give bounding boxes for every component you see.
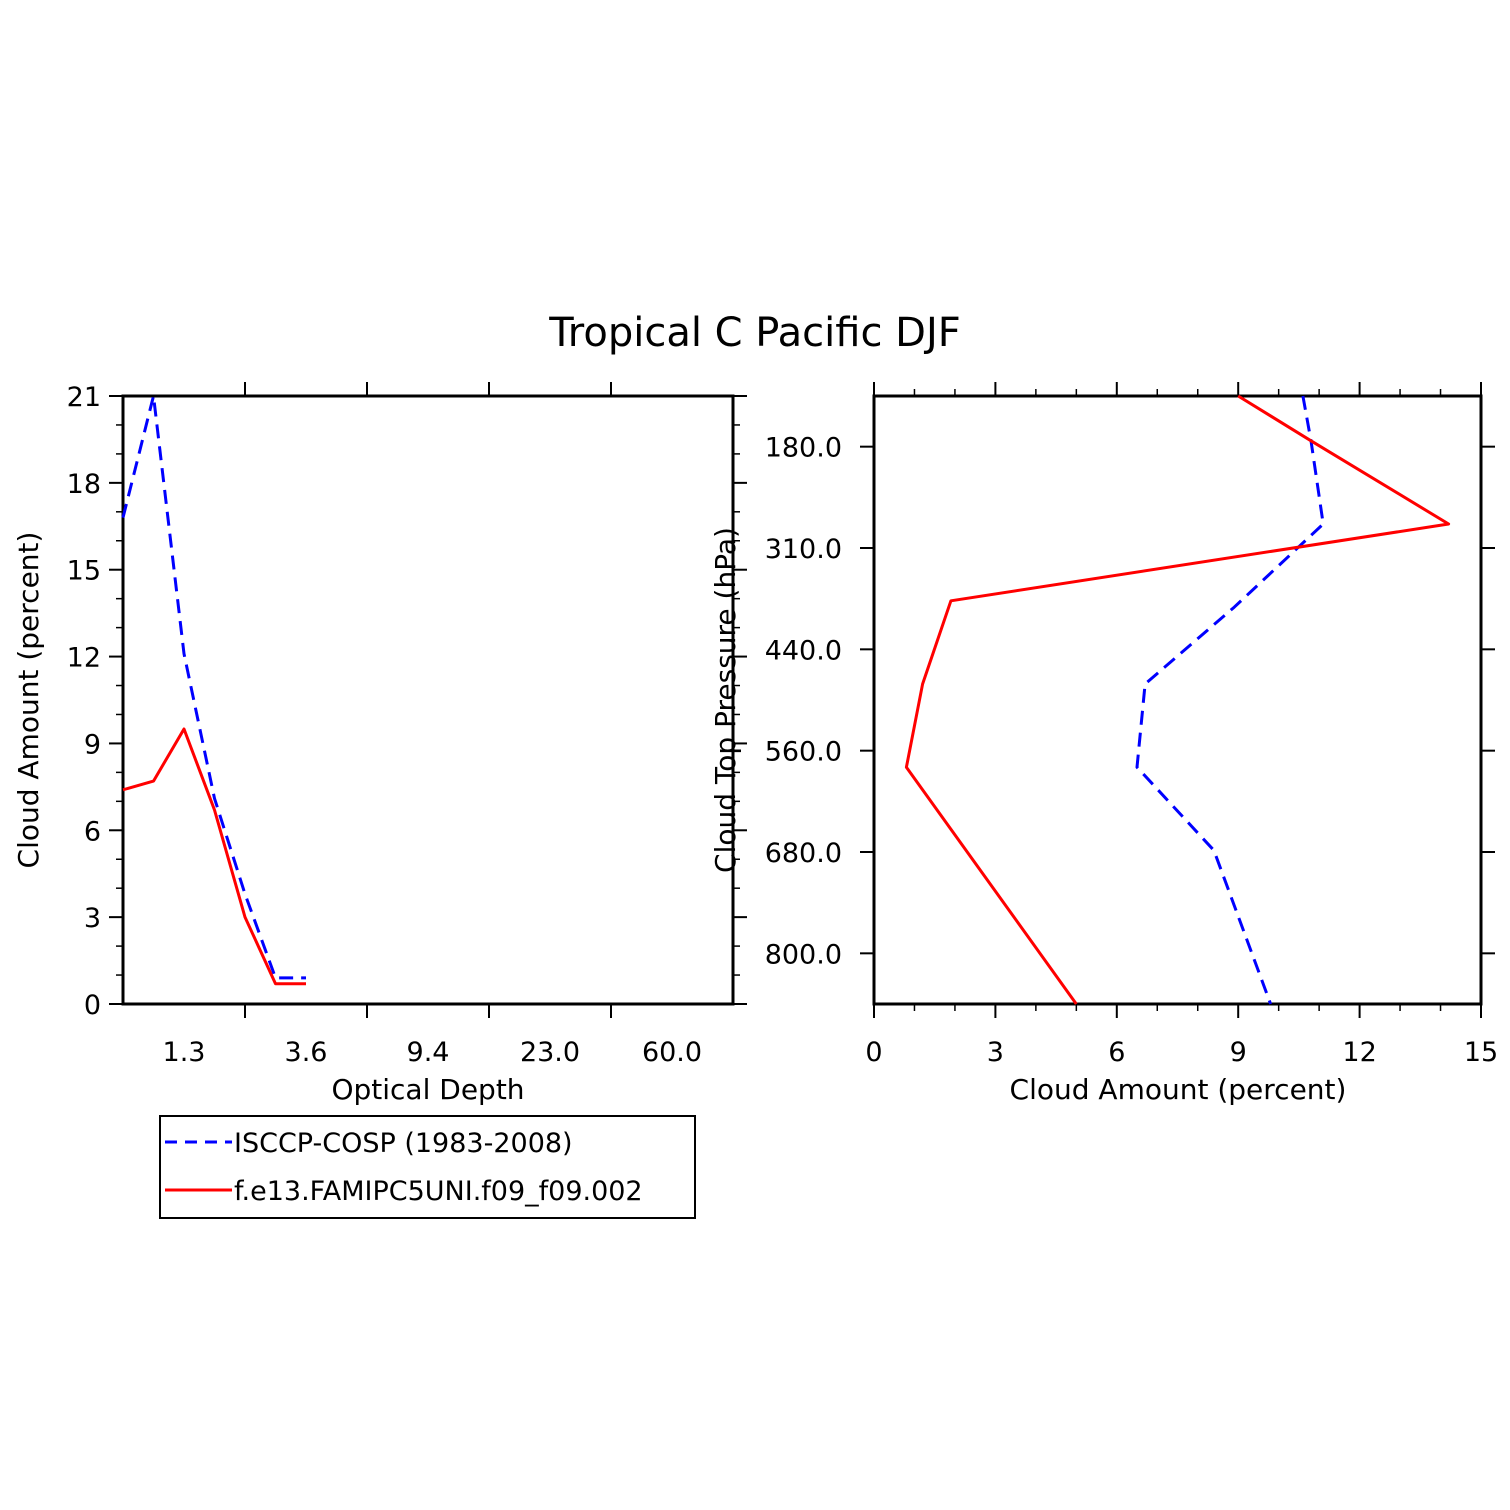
- left-x-tick-label: 23.0: [520, 1037, 580, 1068]
- right-y-tick-label: 180.0: [765, 433, 842, 464]
- left-x-axis-title: Optical Depth: [331, 1073, 524, 1106]
- left-y-tick-label: 15: [67, 556, 101, 587]
- right-y-tick-label: 800.0: [765, 939, 842, 970]
- left-x-tick-label: 60.0: [642, 1037, 702, 1068]
- left-x-tick-label: 9.4: [407, 1037, 450, 1068]
- right-y-axis-title: Cloud Top Pressure (hPa): [709, 527, 742, 873]
- right-x-tick-label: 15: [1464, 1037, 1498, 1068]
- left-plot-frame: [121, 394, 735, 1006]
- right-x-tick-label: 3: [987, 1037, 1004, 1068]
- left-series-obs: [121, 394, 306, 980]
- legend-label-obs: ISCCP-COSP (1983-2008): [234, 1128, 573, 1159]
- optical-depth-panel: 0 3 6 9 12 15 18 21 1.3 3.6 9.4 23.0 60.0 Optical De…: [12, 382, 747, 1106]
- cloud-top-pressure-panel: 0 3 6 9 12 15 180.0 310.0 440.0 560.0 680.0 800.0 C…: [709, 382, 1498, 1106]
- left-axis-ticks: 0 3 6 9 12 15 18 21 1.3 3.6 9.4 23.0 60.0: [67, 382, 747, 1068]
- left-y-tick-label: 3: [84, 903, 101, 934]
- left-x-tick-label: 1.3: [163, 1037, 206, 1068]
- left-y-tick-label: 12: [67, 643, 101, 674]
- left-y-tick-label: 9: [84, 729, 101, 760]
- figure-title: Tropical C Pacific DJF: [548, 310, 961, 356]
- right-plot-frame: [872, 394, 1483, 1006]
- right-series-model: [904, 394, 1451, 1005]
- right-series-obs: [1135, 395, 1325, 1005]
- right-y-tick-label: 310.0: [765, 534, 842, 565]
- left-y-axis-title: Cloud Amount (percent): [12, 532, 45, 869]
- right-y-tick-label: 440.0: [765, 635, 842, 666]
- left-y-tick-label: 0: [84, 990, 101, 1021]
- left-x-tick-label: 3.6: [285, 1037, 328, 1068]
- legend-label-model: f.e13.FAMIPC5UNI.f09_f09.002: [234, 1176, 643, 1207]
- legend-box: [159, 1115, 696, 1219]
- right-series-lines: [904, 394, 1451, 1005]
- left-series-lines: [121, 394, 306, 986]
- left-y-tick-label: 6: [84, 816, 101, 847]
- right-x-tick-label: 12: [1342, 1037, 1376, 1068]
- right-y-tick-label: 560.0: [765, 737, 842, 768]
- left-y-tick-label: 21: [67, 382, 101, 413]
- legend: ISCCP-COSP (1983-2008) f.e13.FAMIPC5UNI.…: [159, 1115, 696, 1219]
- right-x-tick-label: 9: [1230, 1037, 1247, 1068]
- right-x-tick-label: 6: [1108, 1037, 1125, 1068]
- right-y-tick-label: 680.0: [765, 838, 842, 869]
- right-x-axis-title: Cloud Amount (percent): [1010, 1073, 1347, 1106]
- right-axis-ticks: 0 3 6 9 12 15 180.0 310.0 440.0 560.0 680.0 800.0: [765, 382, 1498, 1068]
- left-series-model: [122, 727, 306, 986]
- left-y-tick-label: 18: [67, 469, 101, 500]
- right-x-tick-label: 0: [865, 1037, 882, 1068]
